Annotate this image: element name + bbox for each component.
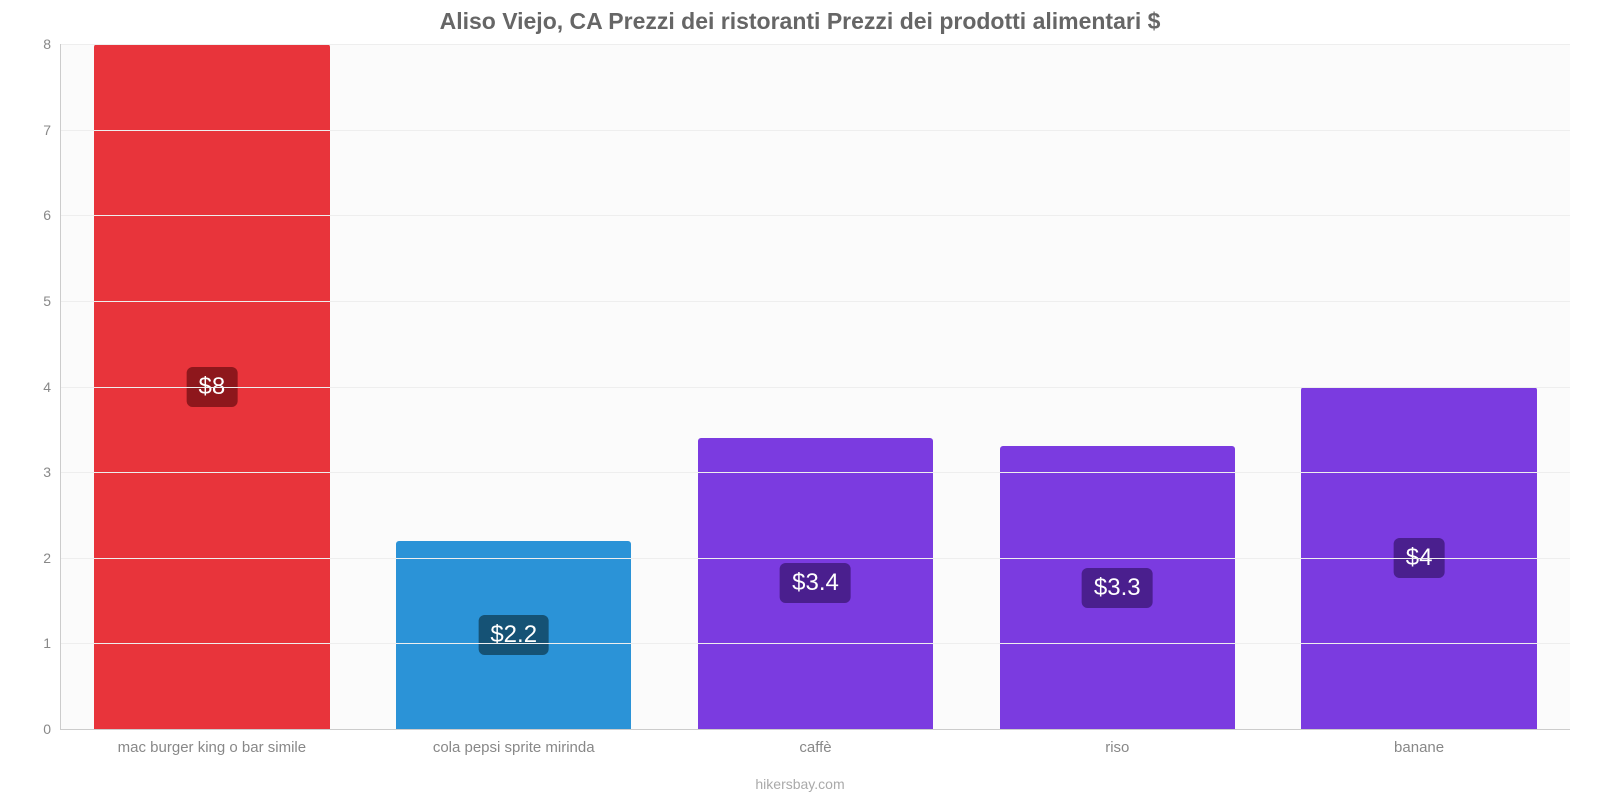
- ytick-label: 1: [43, 635, 61, 651]
- gridline: [61, 130, 1570, 131]
- xtick-label: caffè: [799, 729, 831, 756]
- ytick-label: 2: [43, 550, 61, 566]
- chart-footer-credit: hikersbay.com: [0, 776, 1600, 792]
- gridline: [61, 44, 1570, 45]
- bar-value-label: $3.4: [780, 563, 851, 603]
- ytick-label: 6: [43, 207, 61, 223]
- gridline: [61, 215, 1570, 216]
- bar: $3.3: [1000, 446, 1235, 729]
- bar-value-label: $3.3: [1082, 568, 1153, 608]
- xtick-label: mac burger king o bar simile: [118, 729, 306, 756]
- ytick-label: 3: [43, 464, 61, 480]
- plot-area: $8mac burger king o bar simile$2.2cola p…: [60, 44, 1570, 730]
- xtick-label: banane: [1394, 729, 1444, 756]
- gridline: [61, 387, 1570, 388]
- ytick-label: 5: [43, 293, 61, 309]
- ytick-label: 4: [43, 379, 61, 395]
- gridline: [61, 472, 1570, 473]
- gridline: [61, 301, 1570, 302]
- chart-title: Aliso Viejo, CA Prezzi dei ristoranti Pr…: [0, 8, 1600, 35]
- ytick-label: 8: [43, 36, 61, 52]
- bar: $3.4: [698, 438, 933, 729]
- xtick-label: cola pepsi sprite mirinda: [433, 729, 595, 756]
- price-bar-chart: Aliso Viejo, CA Prezzi dei ristoranti Pr…: [0, 0, 1600, 800]
- ytick-label: 7: [43, 122, 61, 138]
- gridline: [61, 643, 1570, 644]
- bar-value-label: $2.2: [478, 615, 549, 655]
- ytick-label: 0: [43, 721, 61, 737]
- gridline: [61, 558, 1570, 559]
- bar: $2.2: [396, 541, 631, 729]
- xtick-label: riso: [1105, 729, 1129, 756]
